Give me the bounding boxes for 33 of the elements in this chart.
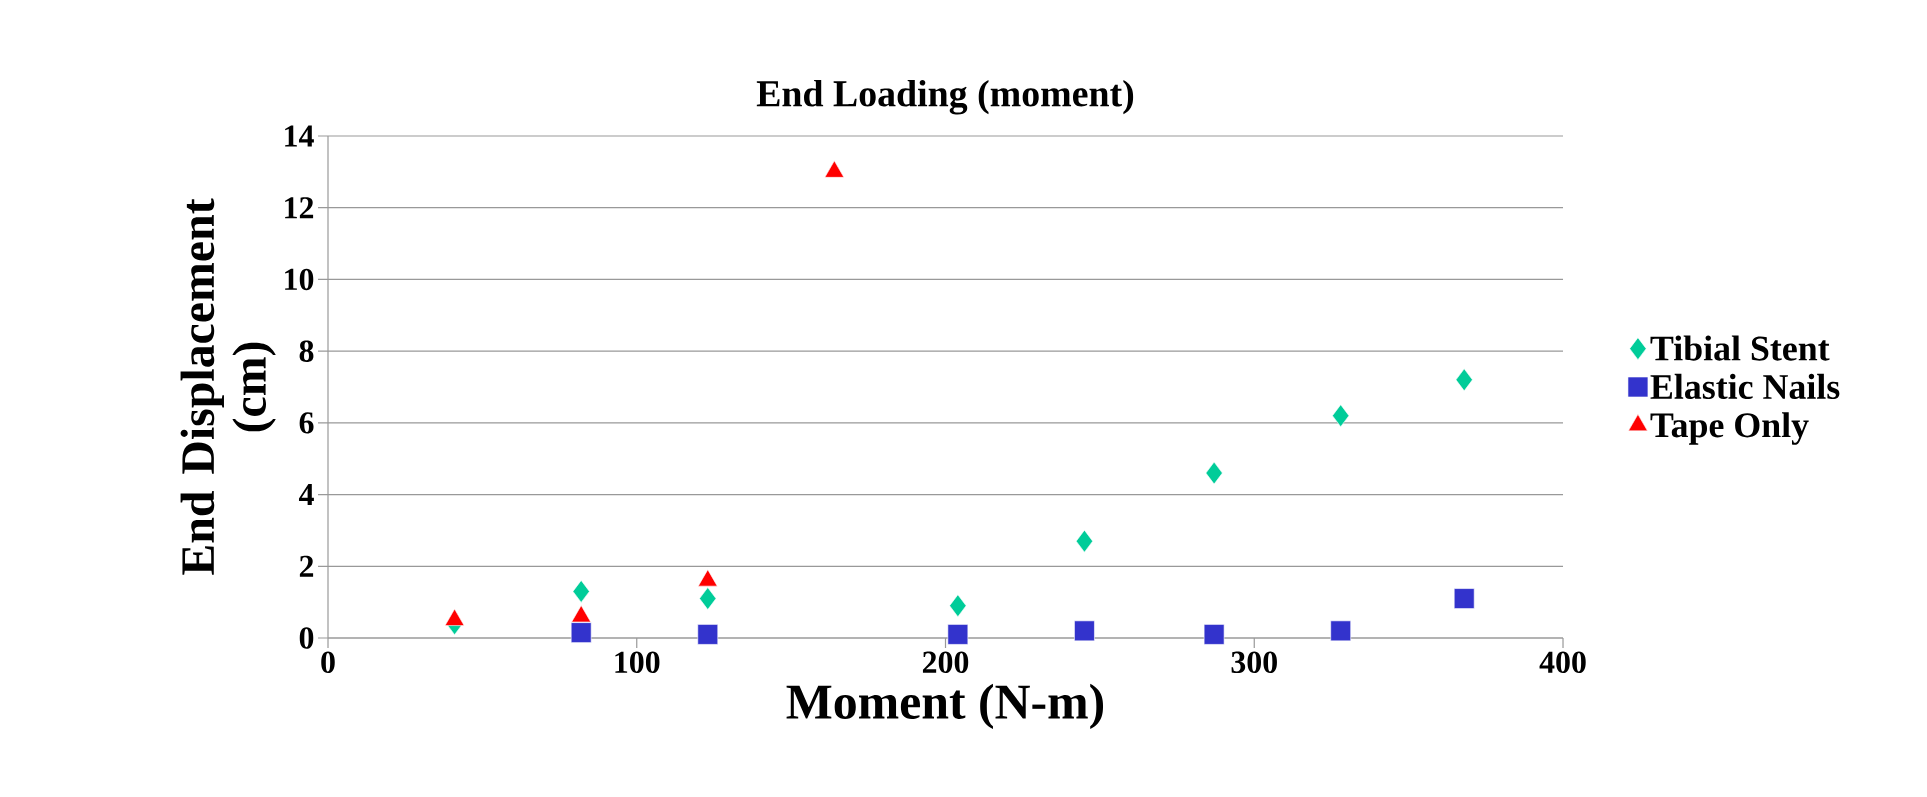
x-tick-label: 0 [321, 651, 335, 674]
point [697, 624, 719, 645]
y-tick-label: 8 [299, 340, 314, 362]
x-tick-label: 300 [1231, 651, 1277, 674]
legend-label: Tibial Stent [1650, 335, 1830, 361]
point [1455, 368, 1473, 392]
x-axis-title: Moment (N-m) [786, 683, 1104, 730]
point [572, 580, 590, 603]
point [699, 587, 717, 610]
y-tick-label: 10 [285, 268, 314, 291]
y-axis-title: End Displacement (cm) [180, 198, 276, 575]
y-tick-label: 6 [299, 412, 314, 434]
y-tick-label: 2 [299, 555, 314, 577]
point [1074, 620, 1095, 642]
chart-title: End Loading (moment) [756, 79, 1134, 115]
point [1453, 588, 1475, 609]
legend-label: Tape Only [1650, 412, 1809, 445]
point [1205, 461, 1223, 485]
point [570, 622, 592, 643]
point [1203, 624, 1225, 645]
y-tick-label: 4 [298, 484, 314, 506]
y-tick-label: 14 [285, 125, 314, 147]
x-tick-label: 100 [615, 651, 660, 674]
legend-label: Elastic Nails [1650, 373, 1840, 400]
y-tick-label: 0 [299, 627, 314, 649]
point [1330, 620, 1352, 642]
point [947, 624, 969, 645]
x-tick-label: 400 [1539, 651, 1586, 674]
point [1075, 529, 1093, 553]
y-tick-label: 12 [285, 197, 314, 219]
point [1332, 404, 1350, 427]
point [949, 594, 967, 618]
x-tick-label: 200 [922, 651, 969, 674]
